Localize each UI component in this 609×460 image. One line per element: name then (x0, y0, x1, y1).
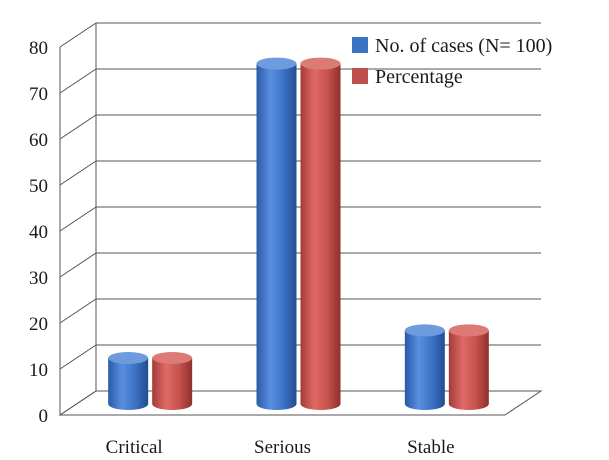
gridline-side (59, 344, 97, 370)
bar-top (300, 57, 341, 70)
x-tick-label: Stable (407, 437, 455, 455)
y-tick-label: 70 (29, 84, 48, 105)
gridline-side (59, 114, 97, 140)
legend-label-no-of-cases: No. of cases (N= 100) (375, 35, 552, 57)
bar-top (256, 57, 297, 70)
gridline-side (59, 68, 97, 94)
bars-layer (108, 57, 489, 410)
bar-top (404, 324, 445, 337)
y-tick-label: 80 (29, 38, 48, 59)
bar-top (152, 352, 193, 364)
y-tick-label: 30 (29, 268, 48, 289)
gridline-side (59, 252, 97, 278)
gridline-side (59, 298, 97, 324)
floor (58, 390, 543, 416)
legend: No. of cases (N= 100) Percentage (352, 35, 552, 88)
bar (108, 358, 149, 410)
bar (256, 63, 297, 410)
y-tick-label: 50 (29, 176, 48, 197)
legend-swatch-percentage (352, 68, 368, 84)
legend-swatch-no-of-cases (352, 37, 368, 53)
y-tick-label: 0 (39, 406, 49, 427)
x-tick-label: Serious (254, 437, 311, 455)
bar (448, 330, 489, 410)
gridline-side (59, 206, 97, 232)
bar (300, 63, 341, 410)
gridline-side (59, 22, 97, 48)
y-tick-label: 60 (29, 130, 48, 151)
y-tick-label: 20 (29, 314, 48, 335)
axis-layer: 0 10 20 30 40 50 60 70 80 Critical Serious Stable (29, 38, 543, 458)
bar-top (448, 324, 489, 337)
x-tick-label: Critical (106, 437, 163, 455)
y-tick-label: 40 (29, 222, 48, 243)
y-tick-label: 10 (29, 360, 48, 381)
bar-top (108, 352, 149, 364)
gridline-side (59, 160, 97, 186)
bar (404, 330, 445, 410)
legend-label-percentage: Percentage (375, 66, 463, 88)
bar (152, 358, 193, 410)
